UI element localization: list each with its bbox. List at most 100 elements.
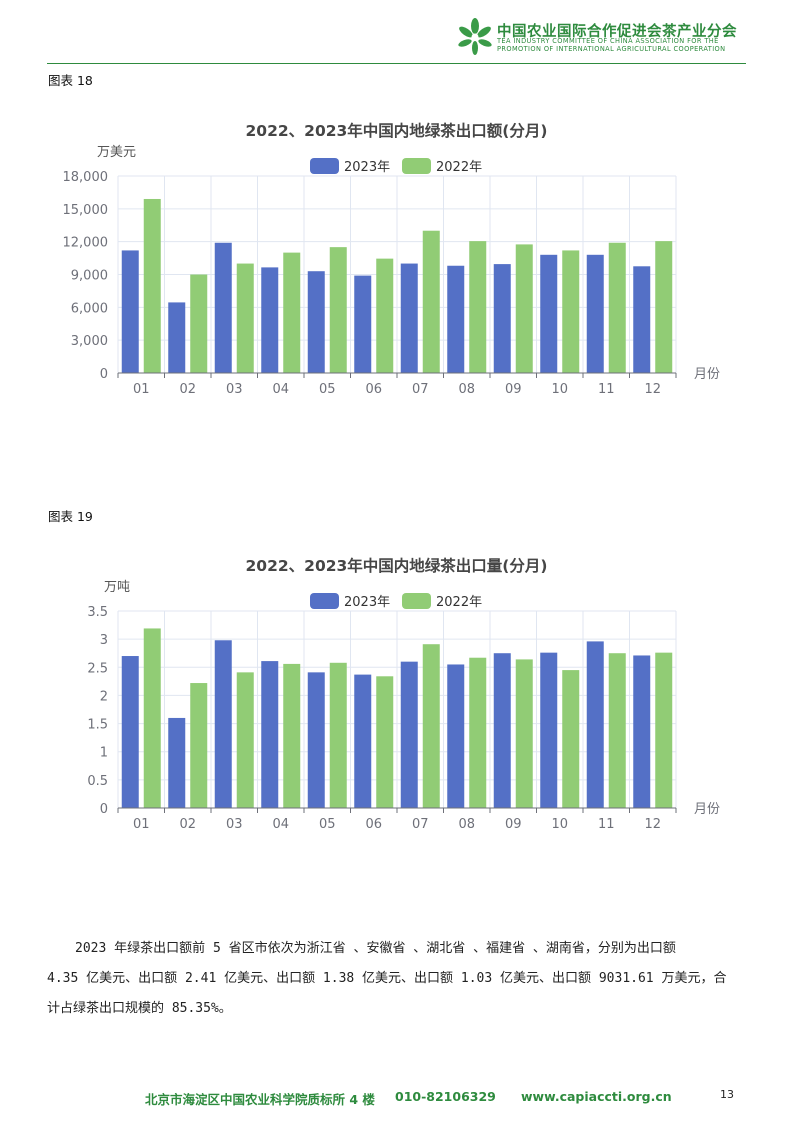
header-divider xyxy=(47,63,746,64)
bar-2023年-05 xyxy=(307,271,325,373)
bar-2023年-09 xyxy=(493,264,511,373)
y-tick-label: 0 xyxy=(100,802,108,817)
chart-title: 2022、2023年中国内地绿茶出口量(分月) xyxy=(246,556,548,575)
x-tick-label: 12 xyxy=(644,817,661,832)
y-tick-label: 12,000 xyxy=(63,236,109,251)
y-tick-label: 9,000 xyxy=(71,269,108,284)
bar-2022年-02 xyxy=(190,683,208,808)
y-tick-label: 18,000 xyxy=(63,170,109,185)
x-tick-label: 12 xyxy=(644,382,661,397)
y-tick-label: 3 xyxy=(100,633,108,648)
x-tick-label: 04 xyxy=(272,382,289,397)
bar-2022年-12 xyxy=(655,241,673,373)
bar-2022年-09 xyxy=(515,244,533,373)
figure-18-label: 图表 18 xyxy=(48,73,93,88)
figure-19-label: 图表 19 xyxy=(48,509,93,524)
x-tick-label: 10 xyxy=(551,382,568,397)
x-tick-label: 09 xyxy=(505,817,522,832)
bar-2022年-07 xyxy=(422,644,440,808)
bar-2023年-12 xyxy=(633,266,651,373)
bar-2023年-08 xyxy=(447,664,465,808)
bar-2022年-03 xyxy=(236,263,254,373)
x-tick-label: 08 xyxy=(458,382,475,397)
bar-2023年-11 xyxy=(586,641,604,808)
x-tick-label: 02 xyxy=(179,382,196,397)
y-tick-label: 1.5 xyxy=(87,718,108,733)
org-name-en-line1: TEA INDUSTRY COMMITTEE OF CHINA ASSOCIAT… xyxy=(497,37,719,45)
bar-2023年-07 xyxy=(400,263,418,373)
x-tick-label: 01 xyxy=(133,817,150,832)
page-number: 13 xyxy=(720,1088,734,1101)
bar-2023年-03 xyxy=(214,640,232,808)
bar-2022年-06 xyxy=(376,676,394,808)
y-tick-label: 2 xyxy=(100,689,108,704)
x-tick-label: 02 xyxy=(179,817,196,832)
paragraph-line-1: 2023 年绿茶出口额前 5 省区市依次为浙江省 、安徽省 、湖北省 、福建省 … xyxy=(75,941,676,956)
bar-2023年-09 xyxy=(493,653,511,808)
org-name-cn: 中国农业国际合作促进会茶产业分会 xyxy=(497,24,737,40)
y-tick-label: 3.5 xyxy=(87,605,108,620)
bar-2023年-04 xyxy=(261,267,279,373)
bar-2022年-04 xyxy=(283,663,301,808)
org-name-en-line2: PROMOTION OF INTERNATIONAL AGRICULTURAL … xyxy=(497,45,726,54)
bar-2023年-10 xyxy=(540,652,558,808)
chart-title: 2022、2023年中国内地绿茶出口额(分月) xyxy=(246,121,548,140)
bar-2023年-06 xyxy=(354,674,372,808)
summary-paragraph: 2023 年绿茶出口额前 5 省区市依次为浙江省 、安徽省 、湖北省 、福建省 … xyxy=(47,934,747,1024)
x-axis-label: 月份 xyxy=(694,367,720,382)
bar-2023年-06 xyxy=(354,275,372,373)
x-tick-label: 06 xyxy=(365,382,382,397)
legend-label-2023年: 2023年 xyxy=(344,595,390,610)
bar-2023年-12 xyxy=(633,655,651,808)
x-tick-label: 03 xyxy=(226,382,243,397)
bar-2022年-09 xyxy=(515,659,533,808)
x-tick-label: 09 xyxy=(505,382,522,397)
x-tick-label: 01 xyxy=(133,382,150,397)
bar-2023年-01 xyxy=(121,250,139,373)
legend-swatch-2022年 xyxy=(402,593,431,609)
x-axis-label: 月份 xyxy=(694,802,720,817)
org-name-en: TEA INDUSTRY COMMITTEE OF CHINA ASSOCIAT… xyxy=(497,37,725,53)
y-tick-label: 3,000 xyxy=(71,334,108,349)
bar-2022年-01 xyxy=(143,198,161,373)
bar-2022年-06 xyxy=(376,258,394,373)
bar-2023年-02 xyxy=(168,302,186,373)
y-tick-label: 2.5 xyxy=(87,661,108,676)
legend-swatch-2023年 xyxy=(310,158,339,174)
bar-2022年-11 xyxy=(608,653,626,808)
bar-2023年-02 xyxy=(168,717,186,808)
bar-2023年-03 xyxy=(214,242,232,373)
x-tick-label: 11 xyxy=(598,382,615,397)
footer-website[interactable]: www.capiaccti.org.cn xyxy=(521,1089,672,1104)
x-tick-label: 11 xyxy=(598,817,615,832)
y-tick-label: 1 xyxy=(100,746,108,761)
bar-2023年-10 xyxy=(540,254,558,373)
y-tick-label: 6,000 xyxy=(71,301,108,316)
bar-2022年-11 xyxy=(608,242,626,373)
export-value-chart: 2022、2023年中国内地绿茶出口额(分月) 万美元 2023年 2022年 0 3,0… xyxy=(63,121,721,397)
y-axis-unit-label: 万美元 xyxy=(97,145,136,160)
bar-2023年-04 xyxy=(261,661,279,808)
bar-2022年-10 xyxy=(562,670,580,808)
bar-2023年-07 xyxy=(400,661,418,808)
tea-leaf-logo-icon xyxy=(458,18,492,55)
footer-address: 北京市海淀区中国农业科学院质标所 4 楼 xyxy=(145,1092,375,1107)
x-tick-label: 07 xyxy=(412,382,429,397)
paragraph-line-3: 计占绿茶出口规模的 85.35%。 xyxy=(47,1001,232,1016)
x-tick-label: 05 xyxy=(319,382,336,397)
bar-2023年-05 xyxy=(307,672,325,808)
bar-2022年-08 xyxy=(469,241,487,373)
x-tick-label: 07 xyxy=(412,817,429,832)
bar-2022年-02 xyxy=(190,274,208,373)
x-tick-label: 10 xyxy=(551,817,568,832)
export-volume-chart: 2022、2023年中国内地绿茶出口量(分月) 万吨 2023年 2022年 0 0.5 1… xyxy=(87,556,720,832)
bar-2022年-03 xyxy=(236,672,254,808)
paragraph-line-2: 4.35 亿美元、出口额 2.41 亿美元、出口额 1.38 亿美元、出口额 1… xyxy=(47,971,727,986)
y-tick-label: 0 xyxy=(100,367,108,382)
bar-2023年-01 xyxy=(121,656,139,808)
bar-2022年-10 xyxy=(562,250,580,373)
y-tick-label: 15,000 xyxy=(63,203,109,218)
bar-2022年-07 xyxy=(422,230,440,373)
bar-2022年-12 xyxy=(655,652,673,808)
legend-swatch-2023年 xyxy=(310,593,339,609)
